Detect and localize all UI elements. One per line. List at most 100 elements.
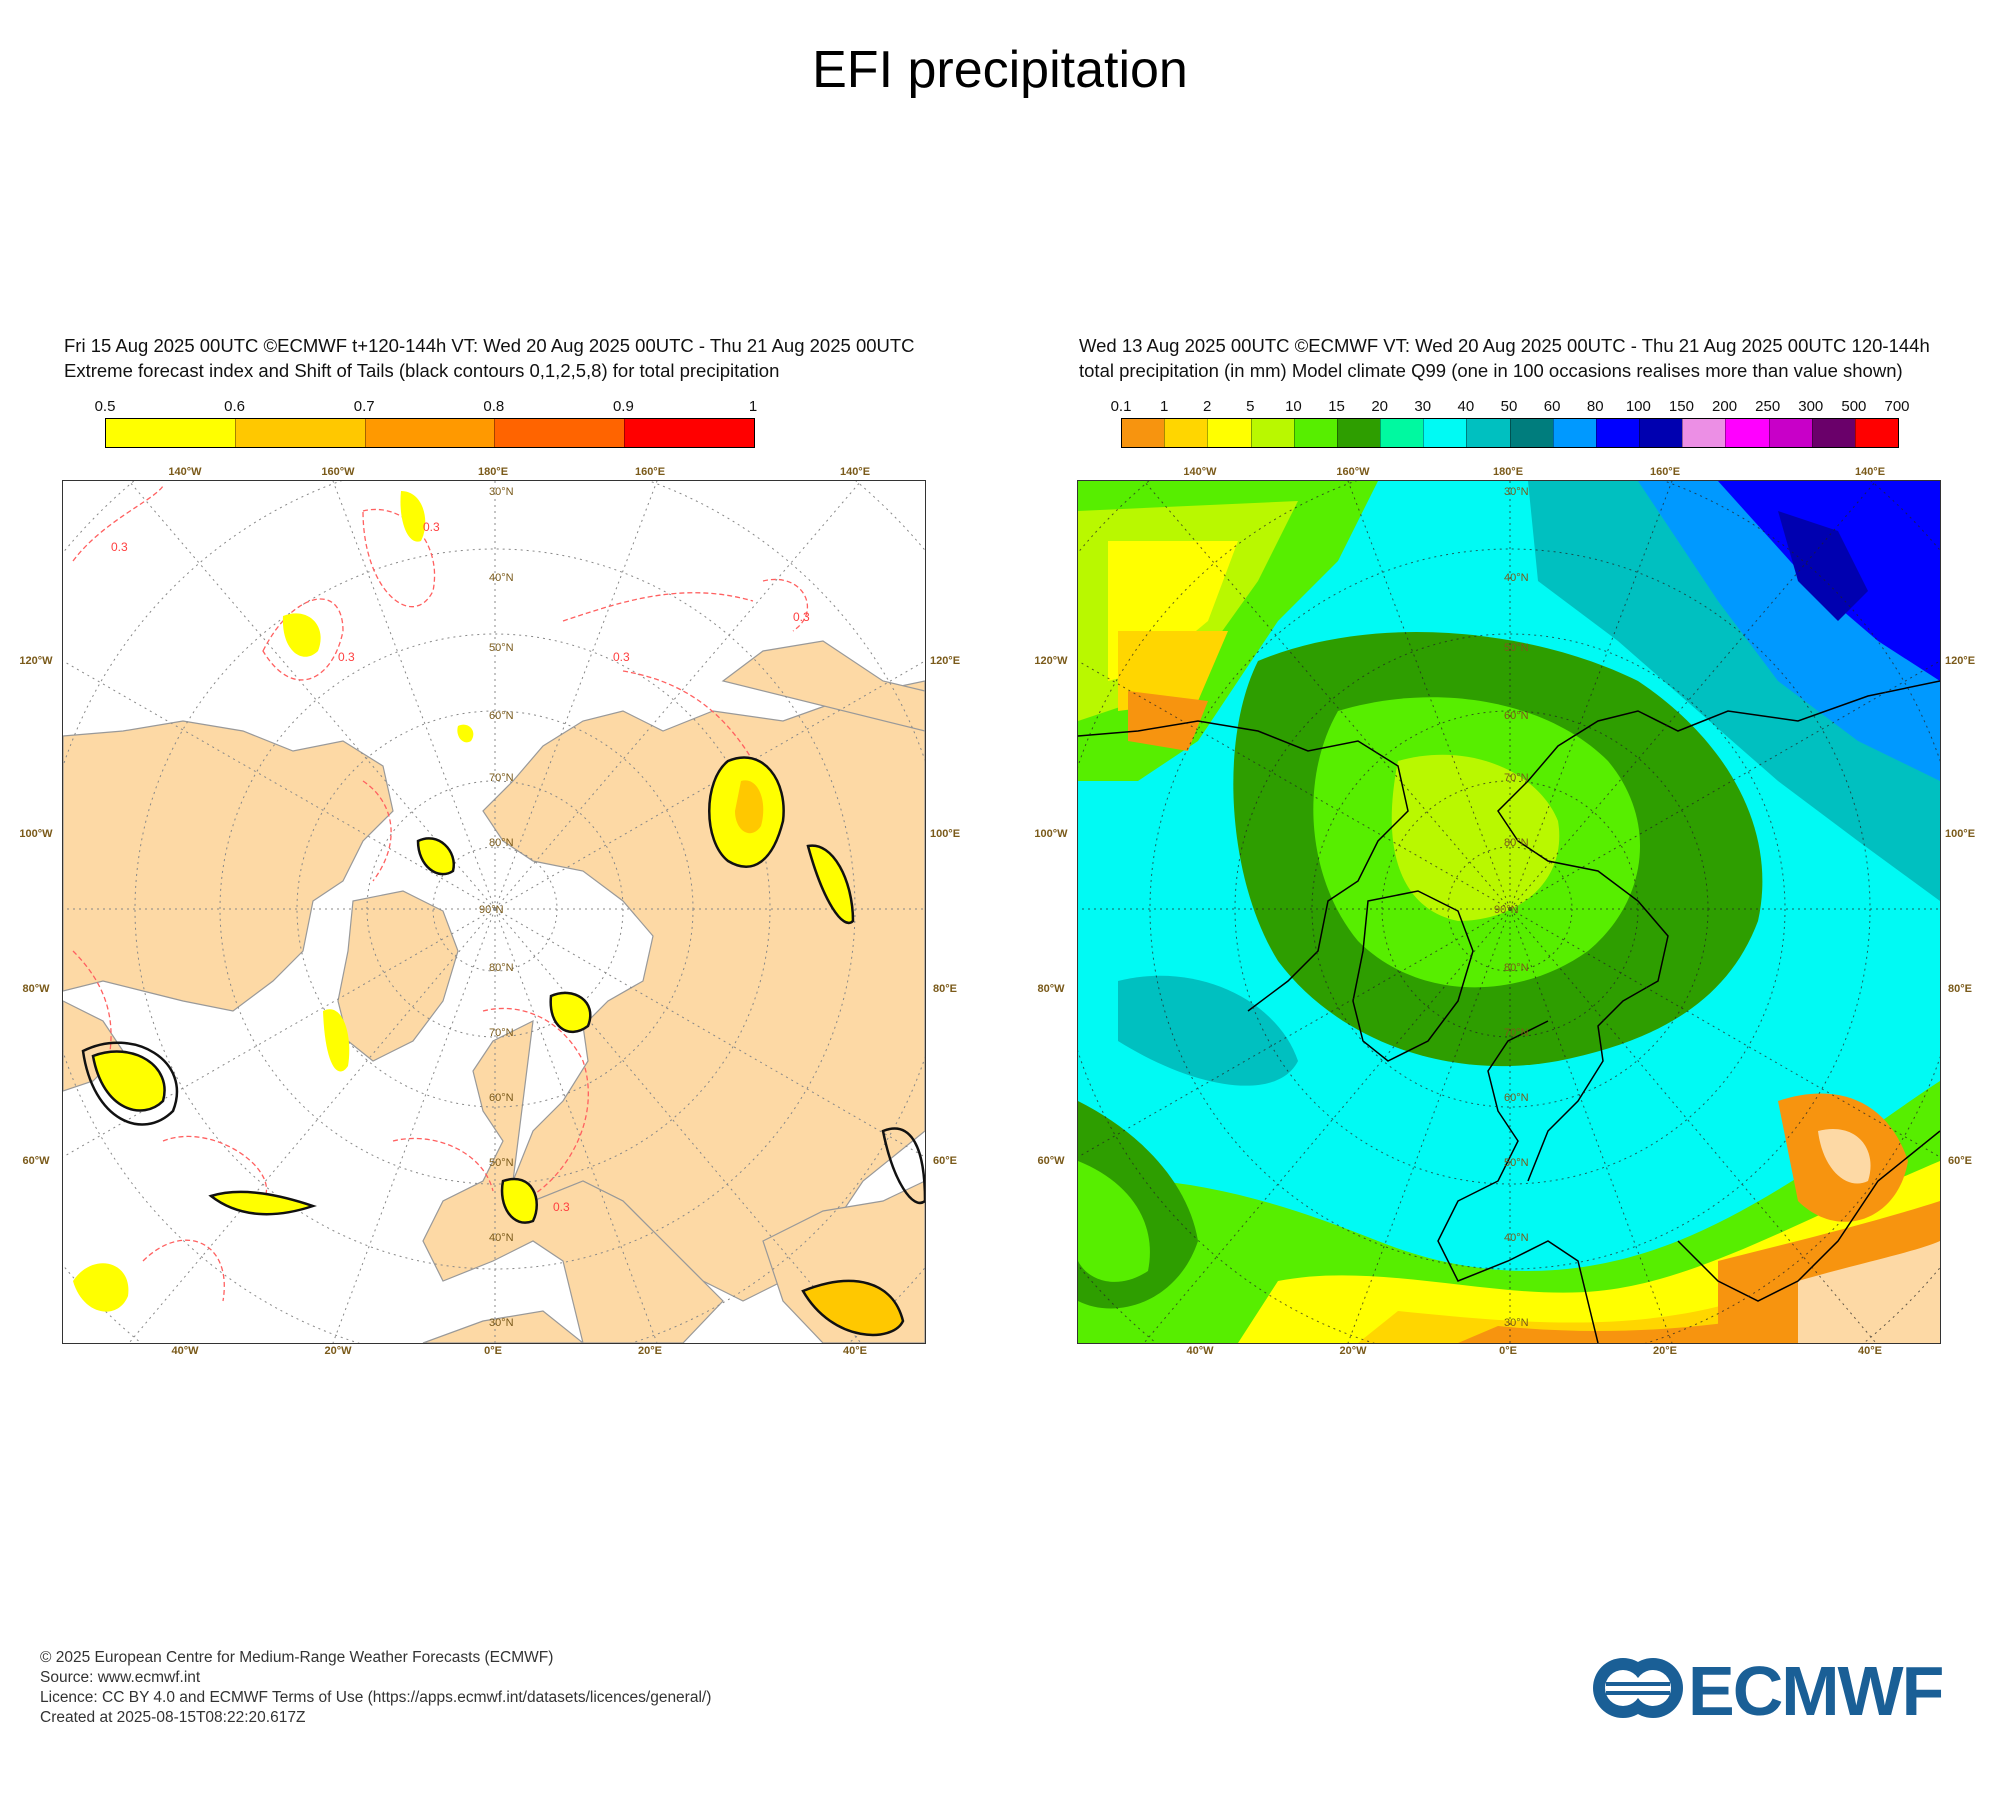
lat-label: 70°N xyxy=(489,1027,514,1039)
colorbar-label: 500 xyxy=(1841,398,1867,415)
colorbar-label: 30 xyxy=(1414,398,1432,415)
climate-panel: Wed 13 Aug 2025 00UTC ©ECMWF VT: Wed 20 … xyxy=(1034,335,2000,1370)
colorbar-label: 1 xyxy=(748,398,758,415)
contour-label: 0.3 xyxy=(423,520,440,534)
lon-label-right: 100°E xyxy=(929,828,961,840)
colorbar-label: 100 xyxy=(1625,398,1651,415)
lon-label-left: 120°W xyxy=(1034,655,1068,667)
lon-label-top: 160°W xyxy=(321,466,355,478)
colorbar-label: 40 xyxy=(1457,398,1475,415)
efi-header-line1: Fri 15 Aug 2025 00UTC ©ECMWF t+120-144h … xyxy=(64,335,915,356)
graticule xyxy=(1078,481,1940,1343)
climate-header-line2: total precipitation (in mm) Model climat… xyxy=(1079,360,1903,381)
lat-label: 60°N xyxy=(489,1092,514,1104)
lon-label-right: 100°E xyxy=(1944,828,1976,840)
lon-label-top: 140°E xyxy=(1854,466,1886,478)
lat-label: 50°N xyxy=(489,1157,514,1169)
lat-label: 40°N xyxy=(489,1232,514,1244)
lat-labels-right: 30°N 40°N 50°N 60°N 70°N 80°N 90°N 80°N … xyxy=(1494,486,1529,1329)
lat-label: 30°N xyxy=(1504,486,1529,498)
lon-label-top: 140°W xyxy=(168,466,202,478)
colorbar-segment xyxy=(106,419,235,447)
lon-label-right: 80°E xyxy=(1948,983,1972,995)
lon-label-bottom: 20°E xyxy=(638,1345,662,1357)
colorbar-segment xyxy=(624,419,754,447)
colorbar-segment xyxy=(1552,419,1596,447)
efi-colorbar xyxy=(105,418,755,448)
lat-label: 60°N xyxy=(489,710,514,722)
colorbar-label: 5 xyxy=(1246,398,1255,415)
contour-label: 0.3 xyxy=(111,540,128,554)
lat-label: 80°N xyxy=(1504,837,1529,849)
lon-label-left: 60°W xyxy=(22,1155,50,1167)
pole-label: 90°N xyxy=(1494,904,1519,916)
efi-patches xyxy=(73,491,925,1337)
lon-label-left: 80°W xyxy=(1037,983,1065,995)
lon-label-left: 60°W xyxy=(1037,1155,1065,1167)
colorbar-segment xyxy=(1293,419,1337,447)
colorbar-segment xyxy=(1122,419,1165,447)
colorbar-segment xyxy=(1423,419,1467,447)
lon-label-bottom: 20°E xyxy=(1653,1345,1677,1357)
page-title: EFI precipitation xyxy=(812,41,1188,99)
climate-colorbar xyxy=(1121,418,1899,448)
lon-label-bottom: 40°E xyxy=(843,1345,867,1357)
lon-label-left: 80°W xyxy=(22,983,50,995)
lon-label-right: 120°E xyxy=(1944,655,1976,667)
colorbar-segment xyxy=(1639,419,1683,447)
lat-label: 40°N xyxy=(1504,1232,1529,1244)
efi-contour-labels: 0.3 0.3 0.3 0.3 0.3 0.3 xyxy=(111,520,810,1214)
created-text: Created at 2025-08-15T08:22:20.617Z xyxy=(40,1709,306,1726)
ecmwf-logo-text: ECMWF xyxy=(1688,1652,1944,1730)
colorbar-segment xyxy=(1380,419,1424,447)
contour-label: 0.3 xyxy=(613,650,630,664)
lat-label: 40°N xyxy=(1504,572,1529,584)
lat-label: 70°N xyxy=(1504,772,1529,784)
lon-label-top: 140°W xyxy=(1183,466,1217,478)
colorbar-segment xyxy=(1336,419,1381,447)
lat-label: 30°N xyxy=(489,486,514,498)
colorbar-label: 60 xyxy=(1543,398,1561,415)
colorbar-segment xyxy=(1164,419,1208,447)
lon-label-right: 60°E xyxy=(933,1155,957,1167)
colorbar-label: 80 xyxy=(1586,398,1604,415)
lat-label: 70°N xyxy=(1504,1027,1529,1039)
colorbar-label: 0.6 xyxy=(224,398,246,415)
efi-header-line2: Extreme forecast index and Shift of Tail… xyxy=(64,360,780,381)
lon-label-right: 80°E xyxy=(933,983,957,995)
colorbar-segment xyxy=(1854,419,1899,447)
colorbar-label: 0.1 xyxy=(1110,398,1132,415)
lat-label: 50°N xyxy=(1504,642,1529,654)
climate-map: 30°N 40°N 50°N 60°N 70°N 80°N 90°N 80°N … xyxy=(1077,480,1941,1344)
colorbar-segment xyxy=(1725,419,1769,447)
lat-label: 60°N xyxy=(1504,710,1529,722)
lat-label: 30°N xyxy=(1504,1317,1529,1329)
colorbar-label: 0.9 xyxy=(612,398,634,415)
pole-label: 90°N xyxy=(479,904,504,916)
lat-label: 50°N xyxy=(489,642,514,654)
colorbar-label: 20 xyxy=(1371,398,1388,415)
colorbar-label: 150 xyxy=(1668,398,1694,415)
lon-label-top: 160°E xyxy=(1649,466,1681,478)
lon-label-top: 140°E xyxy=(839,466,871,478)
lon-label-left: 100°W xyxy=(19,828,53,840)
colorbar-label: 2 xyxy=(1203,398,1212,415)
colorbar-segment xyxy=(364,419,495,447)
lat-label: 70°N xyxy=(489,772,514,784)
lat-label: 80°N xyxy=(1504,962,1529,974)
lon-label-left: 100°W xyxy=(1034,828,1068,840)
colorbar-label: 10 xyxy=(1285,398,1302,415)
lon-label-top: 180°E xyxy=(1492,466,1524,478)
graticule xyxy=(63,481,925,1343)
colorbar-segment xyxy=(1250,419,1294,447)
lon-label-bottom: 20°W xyxy=(324,1345,352,1357)
contour-label: 0.3 xyxy=(338,650,355,664)
lon-label-bottom: 40°E xyxy=(1858,1345,1882,1357)
colorbar-segment xyxy=(1595,419,1640,447)
colorbar-segment xyxy=(234,419,365,447)
colorbar-segment xyxy=(1509,419,1553,447)
colorbar-label: 700 xyxy=(1884,398,1910,415)
contour-label: 0.3 xyxy=(793,610,810,624)
efi-map: 30°N 40°N 50°N 60°N 70°N 80°N 90°N 80°N … xyxy=(62,480,926,1344)
lat-label: 50°N xyxy=(1504,1157,1529,1169)
